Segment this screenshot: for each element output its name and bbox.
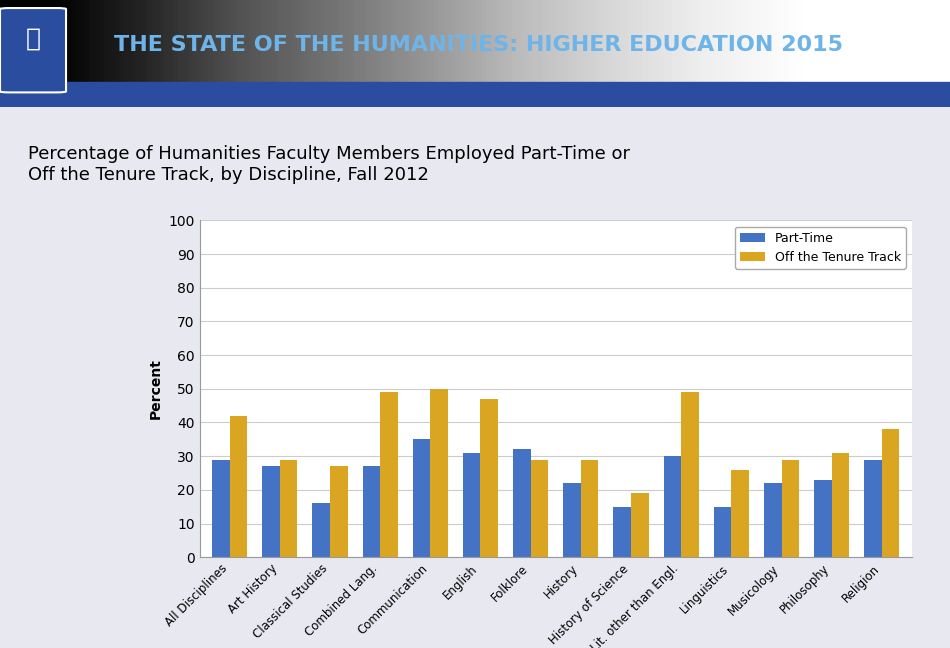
Bar	[531, 459, 548, 557]
Bar	[782, 459, 799, 557]
Bar	[313, 503, 330, 557]
Bar	[330, 467, 348, 557]
Text: Percentage of Humanities Faculty Members Employed Part-Time or
Off the Tenure Tr: Percentage of Humanities Faculty Members…	[28, 145, 630, 184]
Bar	[262, 467, 280, 557]
Bar	[280, 459, 297, 557]
Bar	[430, 389, 447, 557]
Bar	[212, 459, 230, 557]
Bar	[732, 470, 749, 557]
Bar	[631, 493, 649, 557]
Bar	[380, 392, 398, 557]
Bar	[764, 483, 782, 557]
Bar	[713, 507, 732, 557]
Bar	[563, 483, 580, 557]
Legend: Part-Time, Off the Tenure Track: Part-Time, Off the Tenure Track	[734, 227, 905, 269]
Bar	[363, 467, 380, 557]
Bar	[580, 459, 598, 557]
Bar	[882, 429, 900, 557]
Bar	[814, 480, 831, 557]
Bar	[831, 453, 849, 557]
FancyBboxPatch shape	[0, 8, 66, 93]
Bar	[230, 416, 247, 557]
Text: THE STATE OF THE HUMANITIES: HIGHER EDUCATION 2015: THE STATE OF THE HUMANITIES: HIGHER EDUC…	[114, 35, 843, 55]
Bar	[681, 392, 699, 557]
Text: 🎓: 🎓	[26, 26, 41, 50]
Bar	[0, 82, 950, 100]
Bar	[463, 453, 481, 557]
Bar	[614, 507, 631, 557]
Bar	[664, 456, 681, 557]
Y-axis label: Percent: Percent	[149, 358, 162, 419]
Bar	[481, 399, 498, 557]
Bar	[864, 459, 882, 557]
Bar	[412, 439, 430, 557]
Bar	[513, 450, 531, 557]
